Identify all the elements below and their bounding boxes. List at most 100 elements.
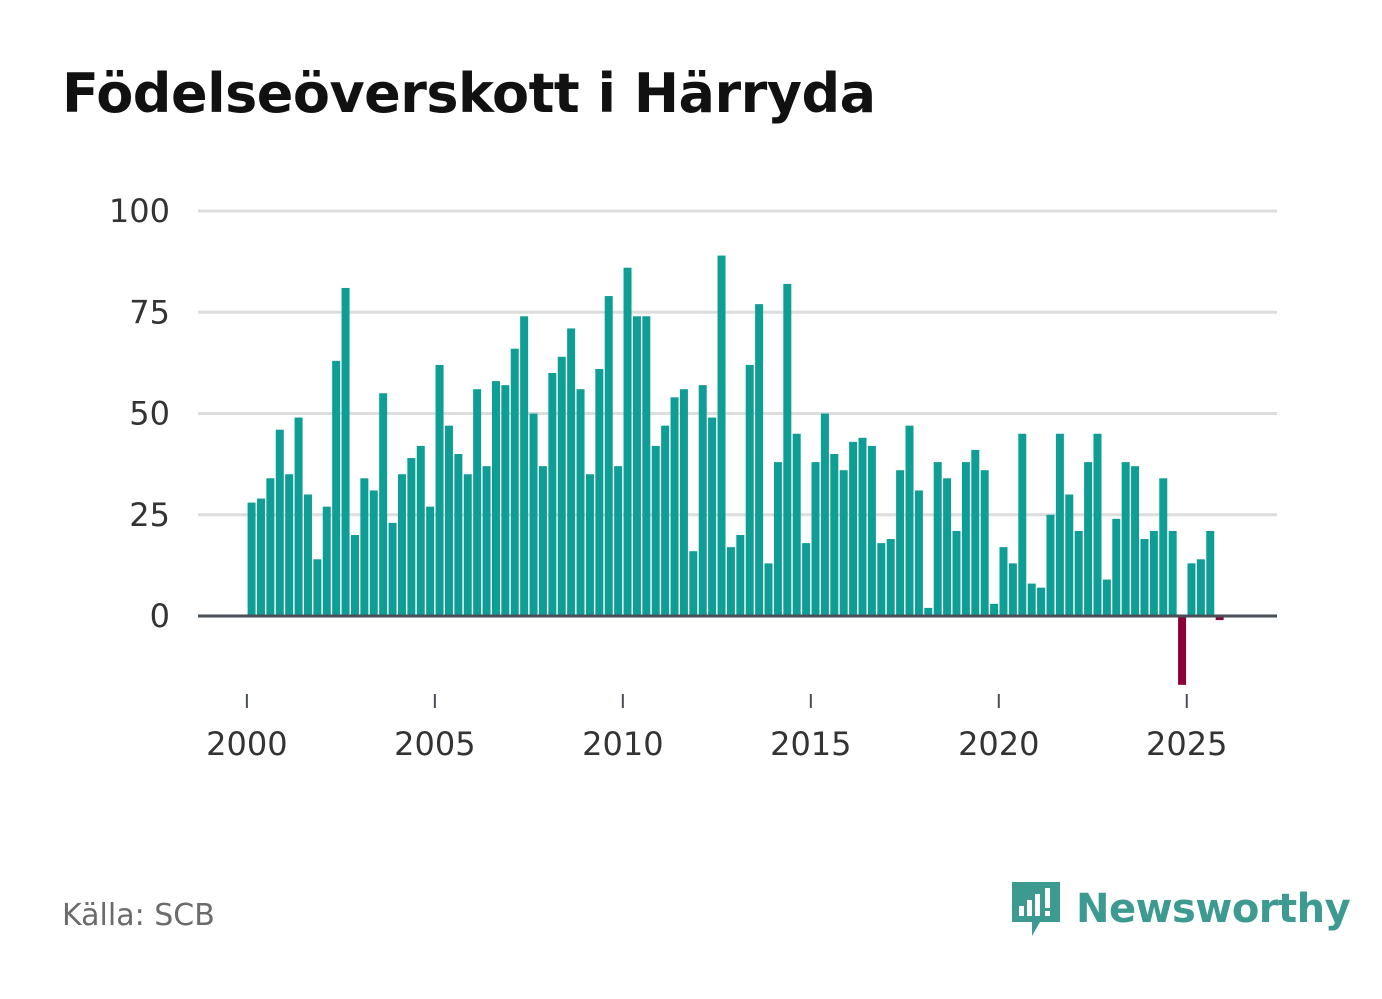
bar-34 [567,328,576,616]
bar-45 [670,397,679,616]
bar-21 [444,425,453,616]
bar-0 [247,502,256,616]
bar-60 [811,462,820,616]
bar-7 [313,559,322,616]
x-tick-label: 2020 [958,725,1039,763]
bar-71 [914,490,923,616]
bar-32 [548,373,557,616]
bar-101 [1196,559,1205,616]
gridlines [198,209,1277,517]
bar-20 [435,364,444,616]
brand-logo: Newsworthy [1010,876,1351,942]
bar-92 [1112,518,1121,616]
bar-37 [595,368,604,616]
bar-41 [632,316,641,616]
bar-36 [585,474,594,616]
bar-53 [745,364,754,616]
x-tick-label: 2000 [206,725,287,763]
bar-16 [397,474,406,616]
bar-62 [830,454,839,616]
bar-26 [491,381,500,616]
bar-9 [332,360,341,616]
bar-30 [529,413,538,616]
bar-44 [661,425,670,616]
bar-65 [858,437,867,616]
bar-4 [285,474,294,616]
bar-68 [886,539,895,616]
bar-98 [1168,530,1177,616]
y-tick-label: 0 [150,597,170,635]
bar-40 [623,267,632,616]
bar-75 [952,530,961,616]
bar-66 [867,445,876,616]
bar-15 [388,522,397,616]
bar-24 [473,389,482,616]
bar-74 [943,478,952,616]
bar-83 [1027,583,1036,616]
bar-5 [294,417,303,616]
axes: 0 25 50 75 100 2000 2005 2010 2015 2020 2025 [109,192,1277,763]
bar-47 [689,551,698,616]
bar-95 [1140,539,1149,616]
bar-2 [266,478,275,616]
x-tick-label: 2015 [770,725,851,763]
bar-80 [999,547,1008,616]
bar-23 [463,474,472,616]
bar-43 [651,445,660,616]
bar-103 [1215,616,1224,621]
bar-69 [896,470,905,616]
bar-90 [1093,433,1102,616]
bar-96 [1149,530,1158,616]
bar-64 [849,441,858,616]
bar-77 [971,449,980,616]
bar-12 [360,478,369,616]
bar-33 [557,356,566,616]
bar-14 [379,393,388,616]
bar-79 [990,603,999,616]
bar-86 [1055,433,1064,616]
bar-13 [369,490,378,616]
bar-11 [350,535,359,616]
bars [247,255,1224,685]
bar-19 [426,506,435,616]
bar-58 [792,433,801,616]
bar-55 [764,563,773,616]
bar-3 [275,429,284,616]
bar-17 [407,458,416,616]
x-tick-label: 2010 [582,725,663,763]
bar-35 [576,389,585,616]
bar-102 [1206,530,1215,616]
bar-54 [755,304,764,616]
bar-63 [839,470,848,616]
bar-51 [726,547,735,616]
bar-38 [604,296,613,616]
y-tick-label: 50 [129,395,170,433]
bar-1 [256,498,265,616]
bar-59 [802,543,811,616]
bar-42 [642,316,651,616]
bar-99 [1178,616,1187,685]
bar-22 [454,454,463,616]
bar-72 [924,607,933,616]
bar-91 [1102,579,1111,616]
bar-29 [520,316,529,616]
bar-31 [538,466,547,616]
bar-97 [1159,478,1168,616]
bar-50 [717,255,726,617]
bar-49 [708,417,717,616]
x-tick-label: 2025 [1146,725,1227,763]
bar-61 [820,413,829,616]
y-tick-label: 75 [129,293,170,331]
bar-6 [303,494,312,616]
bar-84 [1037,587,1046,616]
bar-89 [1084,462,1093,616]
y-tick-label: 100 [109,192,170,230]
bar-27 [501,385,510,616]
brand-name: Newsworthy [1076,886,1351,932]
bar-46 [679,389,688,616]
bar-28 [510,348,519,616]
bar-78 [980,470,989,616]
bar-70 [905,425,914,616]
bar-73 [933,462,942,616]
